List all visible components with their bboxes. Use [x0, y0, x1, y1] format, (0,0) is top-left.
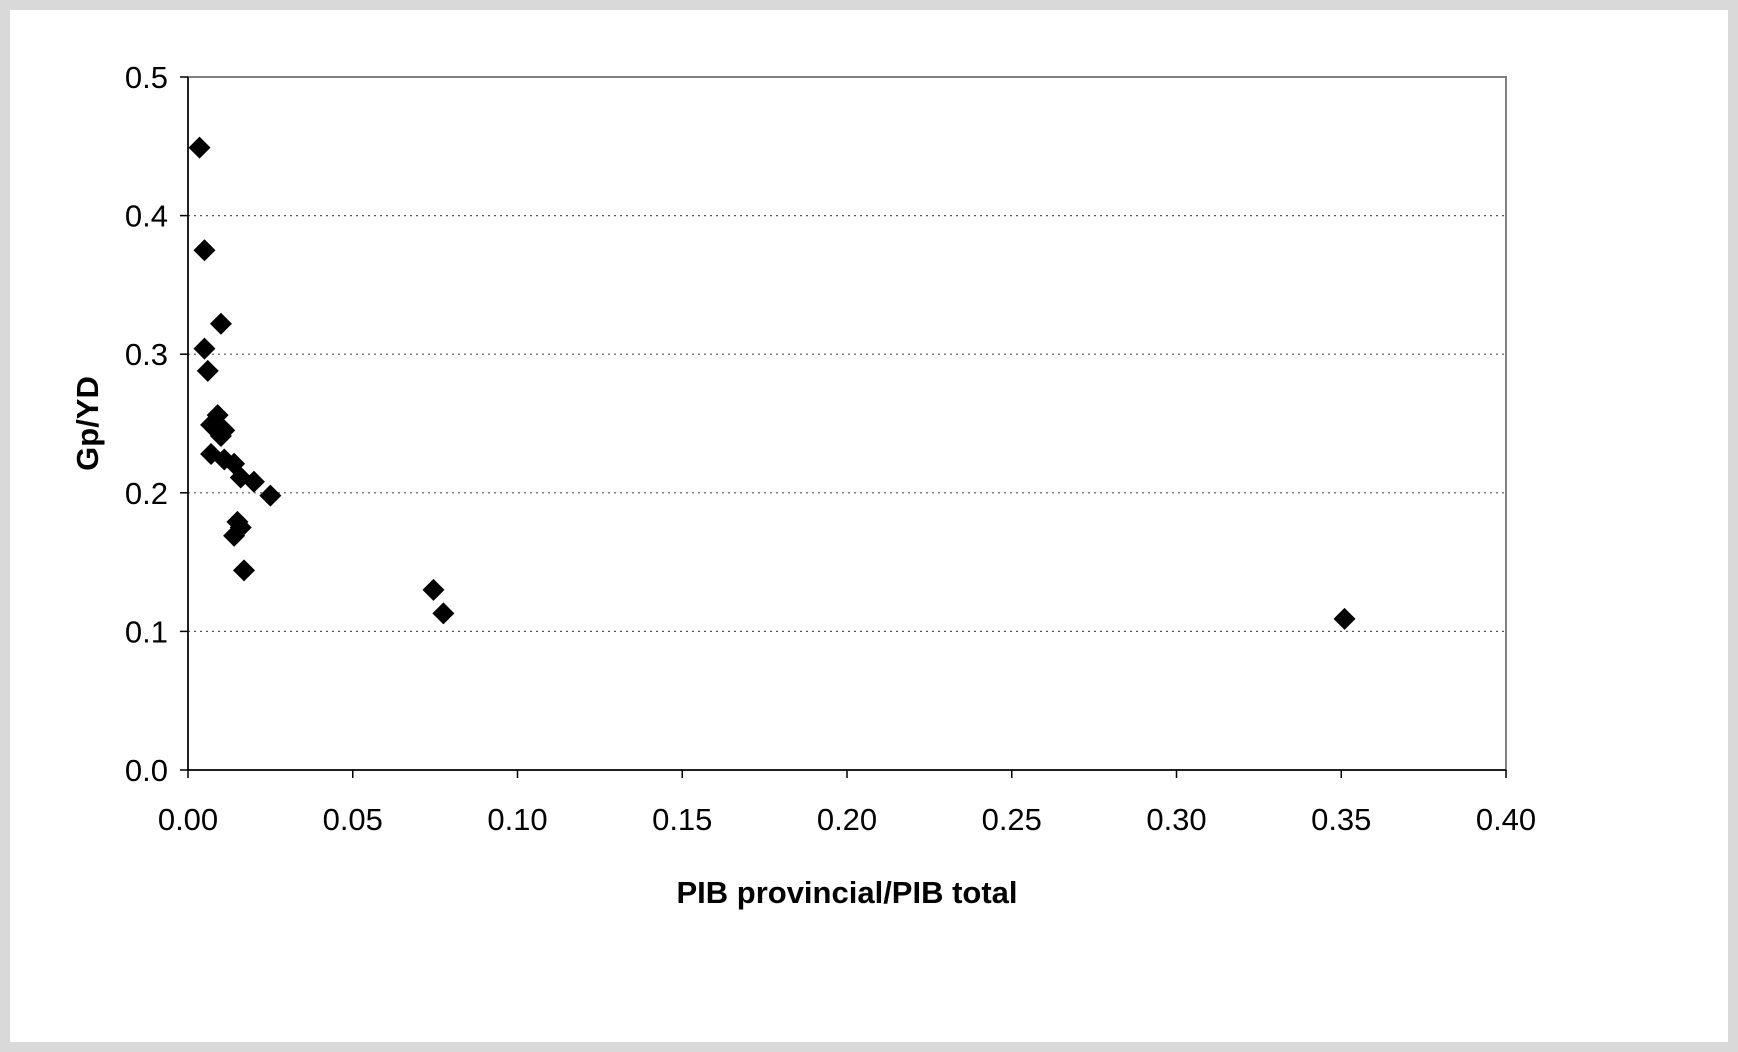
y-tick-label: 0.1 [125, 614, 168, 649]
plot-area [187, 76, 1507, 771]
axes: 0.0 0.1 0.2 0.3 0.4 0.5 0.00 0.05 0.10 0.15 0.20 0.… [125, 60, 1536, 837]
x-tick-label: 0.35 [1311, 802, 1371, 837]
x-tick-label: 0.05 [323, 802, 383, 837]
y-tick-label: 0.4 [125, 199, 168, 234]
data-point [1333, 607, 1356, 630]
y-tick-label: 0.0 [125, 753, 168, 788]
data-points [188, 136, 1356, 630]
data-point [193, 239, 216, 262]
x-tick-label: 0.15 [652, 802, 712, 837]
data-point [209, 312, 232, 335]
data-point [432, 602, 455, 625]
data-point [242, 470, 265, 493]
x-tick-label: 0.40 [1476, 802, 1536, 837]
grid-lines [188, 215, 1506, 633]
data-point [233, 559, 256, 582]
data-point [188, 136, 211, 159]
chart-frame: 0.0 0.1 0.2 0.3 0.4 0.5 0.00 0.05 0.10 0.15 0.20 0.… [10, 10, 1728, 1042]
x-tick-label: 0.10 [487, 802, 547, 837]
y-axis-title: Gp/YD [70, 376, 105, 471]
y-tick-label: 0.2 [125, 476, 168, 511]
data-point [259, 484, 282, 507]
scatter-chart: 0.0 0.1 0.2 0.3 0.4 0.5 0.00 0.05 0.10 0.15 0.20 0.… [70, 60, 1536, 910]
x-tick-label: 0.00 [158, 802, 218, 837]
x-tick-label: 0.25 [982, 802, 1042, 837]
data-point [196, 359, 219, 382]
x-tick-label: 0.30 [1146, 802, 1206, 837]
y-tick-label: 0.5 [125, 60, 168, 95]
data-point [223, 524, 246, 547]
y-tick-label: 0.3 [125, 337, 168, 372]
x-axis-title: PIB provincial/PIB total [676, 875, 1017, 910]
data-point [209, 424, 232, 447]
x-tick-label: 0.20 [817, 802, 877, 837]
data-point [422, 578, 445, 601]
data-point [193, 337, 216, 360]
